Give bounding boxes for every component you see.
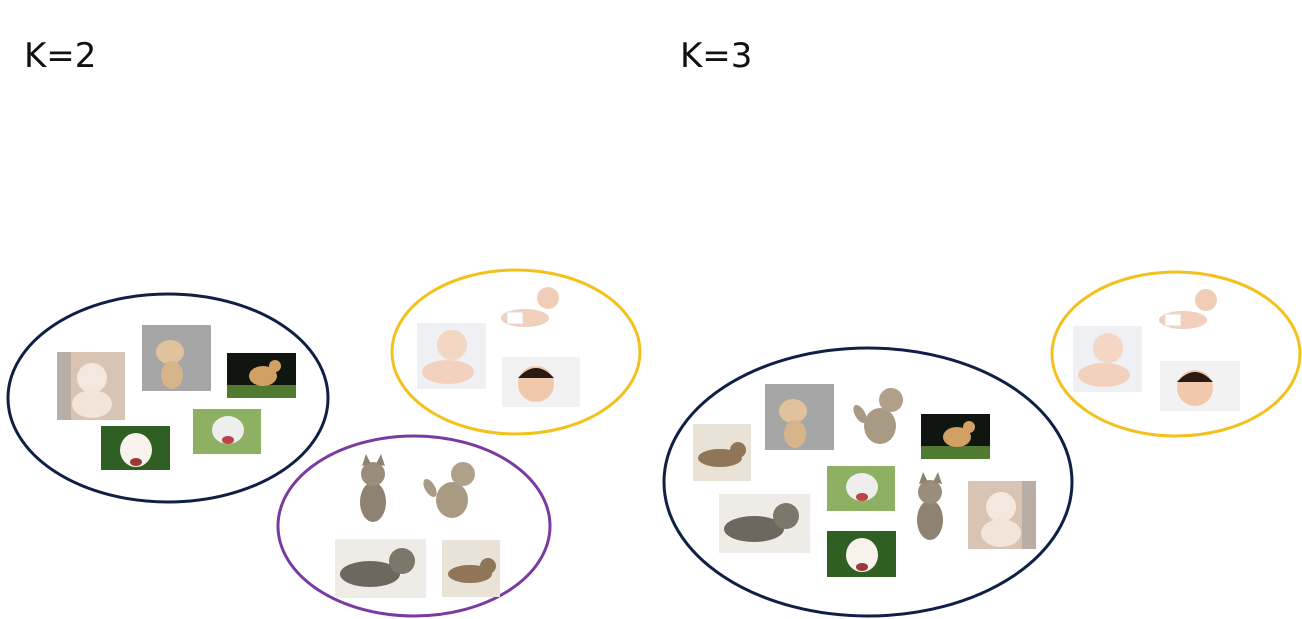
dog-photo-icon [142, 325, 211, 391]
dog-photo-icon [57, 352, 125, 420]
cat-photo-icon [853, 388, 903, 444]
cat-photo-icon [360, 454, 386, 522]
baby-photo-icon [1159, 289, 1217, 329]
dog-photo-icon [101, 426, 170, 470]
baby-photo-icon [501, 287, 559, 327]
cluster-ellipse-dogs [6, 292, 330, 504]
baby-photo-icon [1160, 361, 1240, 411]
panel-title-k3: K=3 [680, 36, 753, 76]
cat-photo-icon [442, 540, 500, 597]
cat-photo-icon [423, 462, 475, 518]
cat-photo-icon [917, 472, 943, 540]
dog-photo-icon [193, 409, 261, 454]
cat-photo-icon [693, 424, 751, 481]
dog-photo-icon [921, 414, 990, 459]
baby-photo-icon [502, 357, 580, 407]
cat-photo-icon [335, 539, 426, 598]
dog-photo-icon [827, 531, 896, 577]
dog-photo-icon [827, 466, 895, 511]
panel-title-k2: K=2 [24, 36, 97, 76]
cluster-ellipse-babies [390, 268, 642, 436]
dog-photo-icon [227, 353, 296, 398]
baby-photo-icon [417, 323, 486, 389]
cat-photo-icon [719, 494, 810, 553]
dog-photo-icon [765, 384, 834, 450]
cluster-ellipse-animals [662, 346, 1074, 618]
cluster-ellipse-cats [276, 434, 552, 618]
baby-photo-icon [1073, 326, 1142, 392]
cluster-ellipse-babies [1050, 270, 1302, 438]
dog-photo-icon [968, 481, 1036, 549]
